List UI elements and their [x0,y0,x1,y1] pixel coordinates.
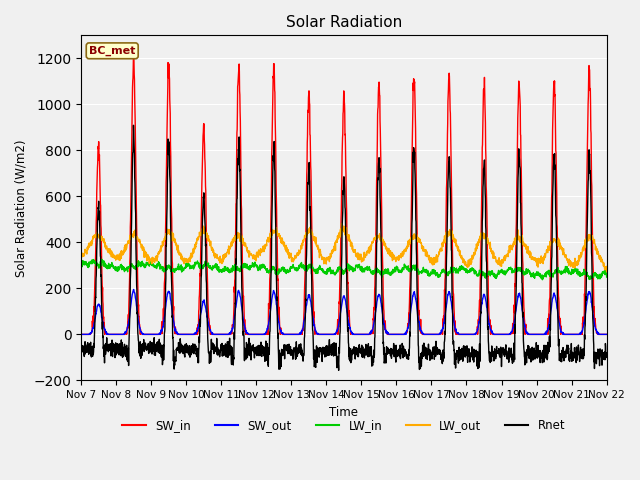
Rnet [371,336,378,341]
SW_out [77,332,85,337]
SW_out [497,332,504,337]
LW_out [77,257,85,263]
SW_in [571,332,579,337]
Rnet [224,355,232,360]
Rnet [77,347,85,352]
SW_in [224,332,232,337]
Rnet [572,349,579,355]
SW_in [603,332,611,337]
Line: SW_in: SW_in [81,52,607,335]
LW_in [371,269,378,275]
Text: BC_met: BC_met [89,46,136,56]
LW_in [98,256,106,262]
Rnet [497,344,504,350]
Rnet [360,349,367,355]
SW_in [497,332,504,337]
LW_in [497,270,504,276]
LW_in [77,264,85,270]
LW_out [571,255,579,261]
Y-axis label: Solar Radiation (W/m2): Solar Radiation (W/m2) [15,139,28,276]
LW_in [557,270,564,276]
Line: LW_in: LW_in [81,259,607,280]
Line: Rnet: Rnet [81,125,607,371]
LW_in [538,277,546,283]
Rnet [557,355,564,361]
SW_in [557,318,564,324]
LW_out [338,221,346,227]
LW_out [224,249,232,254]
LW_out [371,235,378,241]
SW_out [557,326,564,332]
LW_in [224,265,232,271]
SW_out [359,332,367,337]
SW_out [603,332,611,337]
X-axis label: Time: Time [330,406,358,419]
Line: LW_out: LW_out [81,224,607,272]
SW_out [130,287,138,292]
LW_out [497,261,504,266]
SW_out [371,317,378,323]
LW_in [572,265,579,271]
Rnet [130,122,138,128]
Rnet [335,368,342,373]
SW_in [130,49,138,55]
Line: SW_out: SW_out [81,289,607,335]
SW_in [359,332,367,337]
Legend: SW_in, SW_out, LW_in, LW_out, Rnet: SW_in, SW_out, LW_in, LW_out, Rnet [118,414,570,437]
Rnet [603,350,611,356]
SW_out [571,332,579,337]
LW_out [557,242,564,248]
SW_out [224,332,232,337]
SW_in [77,332,85,337]
LW_in [359,268,367,274]
Title: Solar Radiation: Solar Radiation [286,15,402,30]
LW_out [603,269,611,275]
LW_in [603,274,611,280]
SW_in [371,303,378,309]
LW_out [359,257,367,263]
